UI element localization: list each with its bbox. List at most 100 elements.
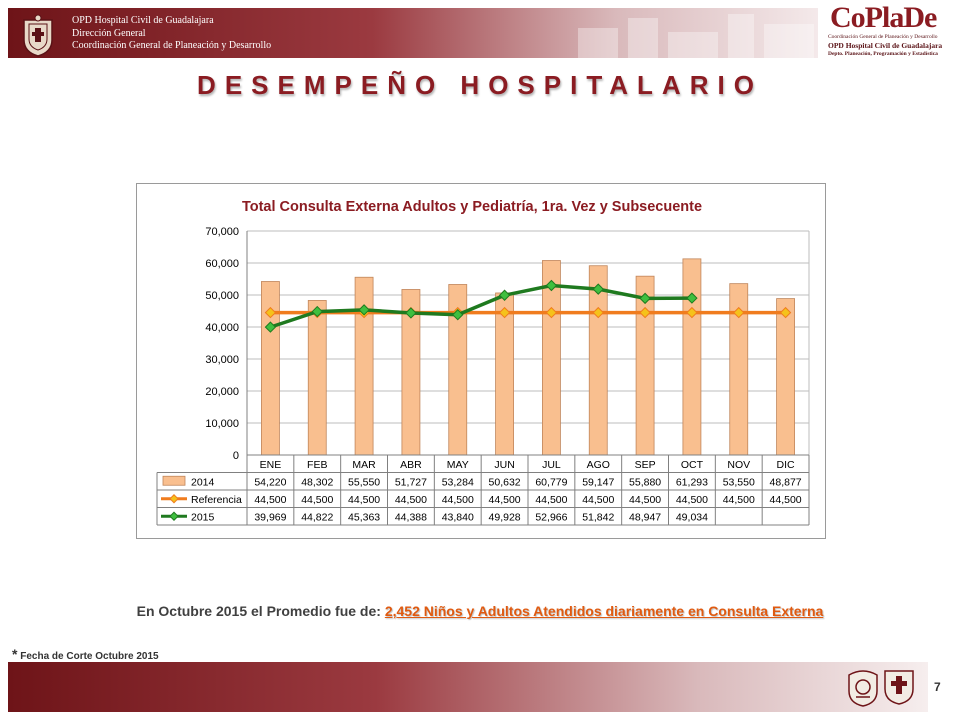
consulta-externa-chart: Total Consulta Externa Adultos y Pediatr… bbox=[156, 199, 810, 526]
summary-prefix: En Octubre 2015 el Promedio fue de: bbox=[136, 603, 385, 619]
data-label: 44,822 bbox=[301, 511, 333, 523]
point-2015 bbox=[264, 321, 277, 333]
bar-2014 bbox=[682, 258, 702, 456]
chart-frame: Total Consulta Externa Adultos y Pediatr… bbox=[136, 183, 826, 539]
y-tick-label: 50,000 bbox=[205, 290, 239, 302]
chart-title: Total Consulta Externa Adultos y Pediatr… bbox=[242, 199, 702, 215]
summary-text: En Octubre 2015 el Promedio fue de: 2,45… bbox=[0, 603, 960, 619]
data-label: 50,632 bbox=[489, 476, 521, 488]
point-2015 bbox=[311, 305, 323, 318]
y-tick-label: 10,000 bbox=[205, 418, 239, 430]
bar-2014 bbox=[776, 298, 795, 456]
legend-marker-referencia bbox=[169, 494, 179, 504]
point-referencia bbox=[498, 306, 511, 319]
footnote-star: * bbox=[12, 646, 18, 662]
y-tick-label: 40,000 bbox=[205, 322, 239, 334]
x-tick-label: MAR bbox=[352, 459, 376, 471]
x-tick-label: OCT bbox=[681, 459, 704, 471]
data-label: 44,500 bbox=[770, 494, 802, 506]
jalisco-seal-icon bbox=[848, 670, 878, 707]
x-tick-label: SEP bbox=[635, 459, 656, 471]
x-tick-label: ABR bbox=[400, 459, 422, 471]
data-label: 54,220 bbox=[254, 476, 286, 488]
point-referencia bbox=[686, 306, 698, 319]
data-label: 52,966 bbox=[535, 511, 567, 523]
hospital-seal-icon bbox=[23, 14, 53, 57]
header-line-hospital: OPD Hospital Civil de Guadalajara bbox=[72, 15, 214, 26]
point-2015 bbox=[405, 307, 417, 319]
page-title: DESEMPEÑO HOSPITALARIO bbox=[197, 70, 763, 100]
y-tick-label: 20,000 bbox=[205, 386, 239, 398]
legend-marker-2015 bbox=[169, 511, 179, 521]
x-tick-label: FEB bbox=[307, 459, 327, 471]
header-band: OPD Hospital Civil de Guadalajara Direcc… bbox=[8, 8, 818, 58]
bar-2014 bbox=[307, 300, 327, 456]
y-tick-label: 60,000 bbox=[205, 258, 239, 270]
point-2015 bbox=[592, 283, 604, 295]
y-tick-label: 30,000 bbox=[205, 354, 239, 366]
coplade-depto: Depto. Planeación, Programación y Estadí… bbox=[828, 51, 938, 57]
footnote-text: Fecha de Corte Octubre 2015 bbox=[17, 651, 159, 662]
data-label: 59,147 bbox=[582, 476, 614, 488]
x-tick-label: NOV bbox=[727, 459, 750, 471]
coplade-logo: CoPlaDe Coordinación General de Planeaci… bbox=[824, 2, 956, 62]
point-referencia bbox=[639, 306, 651, 319]
data-label: 55,550 bbox=[348, 476, 380, 488]
coplade-hospital: OPD Hospital Civil de Guadalajara bbox=[828, 41, 943, 50]
legend-label: 2015 bbox=[191, 511, 215, 523]
data-label: 44,500 bbox=[489, 494, 521, 506]
data-label: 44,500 bbox=[676, 494, 708, 506]
point-2015 bbox=[498, 289, 511, 301]
legend-label: 2014 bbox=[191, 476, 215, 488]
data-label: 51,842 bbox=[582, 511, 614, 523]
x-tick-label: MAY bbox=[447, 459, 469, 471]
header-line-coordinacion: Coordinación General de Planeación y Des… bbox=[72, 40, 272, 51]
data-label: 44,388 bbox=[395, 511, 427, 523]
x-tick-label: JUN bbox=[494, 459, 514, 471]
point-referencia bbox=[779, 306, 792, 319]
point-2015 bbox=[452, 309, 464, 321]
point-2015 bbox=[358, 304, 370, 316]
summary-highlight: 2,452 Niños y Adultos Atendidos diariame… bbox=[384, 603, 824, 619]
y-tick-label: 0 bbox=[233, 450, 239, 462]
header-line-direccion: Dirección General bbox=[72, 27, 146, 39]
data-label: 60,779 bbox=[535, 476, 567, 488]
footer-band bbox=[8, 662, 928, 712]
data-label: 44,500 bbox=[629, 494, 661, 506]
legend-label: Referencia bbox=[191, 494, 242, 506]
buildings-image bbox=[578, 14, 814, 58]
y-tick-label: 70,000 bbox=[205, 226, 239, 238]
data-label: 44,500 bbox=[723, 494, 755, 506]
data-label: 44,500 bbox=[582, 494, 614, 506]
coplade-subtitle: Coordinación General de Planeación y Des… bbox=[828, 34, 938, 40]
line-2015 bbox=[269, 283, 692, 329]
page-number: 7 bbox=[934, 680, 941, 694]
point-referencia bbox=[545, 306, 558, 319]
data-label: 44,500 bbox=[254, 494, 286, 506]
point-2015 bbox=[639, 292, 651, 305]
footnote: * Fecha de Corte Octubre 2015 bbox=[12, 646, 159, 662]
header-text: OPD Hospital Civil de Guadalajara Direcc… bbox=[72, 15, 271, 53]
data-label: 44,500 bbox=[348, 494, 380, 506]
data-label: 44,500 bbox=[301, 494, 333, 506]
point-2015 bbox=[686, 292, 698, 304]
data-label: 53,284 bbox=[442, 476, 474, 488]
point-referencia bbox=[733, 306, 745, 319]
data-label: 48,947 bbox=[629, 511, 661, 523]
data-label: 43,840 bbox=[442, 511, 474, 523]
legend-key-2014 bbox=[162, 475, 186, 486]
data-label: 44,500 bbox=[442, 494, 474, 506]
data-label: 45,363 bbox=[348, 511, 380, 523]
data-label: 49,928 bbox=[489, 511, 521, 523]
data-label: 53,550 bbox=[723, 476, 755, 488]
data-label: 51,727 bbox=[395, 476, 427, 488]
x-tick-label: JUL bbox=[542, 459, 561, 471]
data-label: 55,880 bbox=[629, 476, 661, 488]
data-label: 49,034 bbox=[676, 511, 708, 523]
x-tick-label: AGO bbox=[587, 459, 610, 471]
point-2015 bbox=[545, 279, 558, 292]
bar-2014 bbox=[354, 276, 374, 456]
x-tick-label: DIC bbox=[777, 459, 796, 471]
data-label: 44,500 bbox=[535, 494, 567, 506]
point-referencia bbox=[264, 306, 277, 319]
